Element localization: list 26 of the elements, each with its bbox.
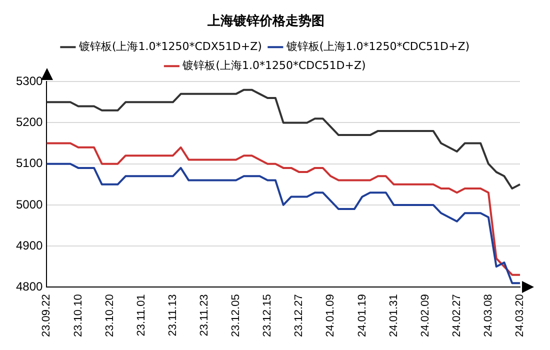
y-tick-label: 4900 <box>16 238 44 252</box>
chart-title: 上海镀锌价格走势图 <box>206 13 324 30</box>
x-tick-label: 24.02.27 <box>450 294 463 338</box>
x-tick-label: 24.03.20 <box>514 294 526 338</box>
x-tick-label: 23.09.22 <box>40 294 53 338</box>
x-tick-label: 24.02.09 <box>419 294 432 338</box>
x-tick-label: 24.01.09 <box>324 294 337 338</box>
x-tick-label: 23.12.05 <box>230 294 242 338</box>
legend-label: 镀锌板(上海1.0*1250*CDC51D+Z) <box>182 58 366 72</box>
y-tick-label: 5000 <box>16 197 44 212</box>
x-tick-label: 23.10.20 <box>104 294 116 338</box>
y-tick-label: 4800 <box>16 279 44 294</box>
x-tick-label: 23.11.13 <box>166 294 179 336</box>
x-tick-label: 23.11.01 <box>135 294 148 336</box>
y-tick-label: 5100 <box>16 156 44 170</box>
x-tick-label: 24.03.08 <box>482 294 494 338</box>
x-tick-label: 23.12.27 <box>293 294 306 338</box>
x-tick-label: 24.01.19 <box>356 294 368 338</box>
x-tick-label: 24.01.31 <box>388 294 400 338</box>
x-tick-label: 23.11.23 <box>198 294 210 336</box>
x-tick-label: 23.12.15 <box>262 294 274 338</box>
y-tick-label: 5200 <box>16 115 44 130</box>
x-tick-label: 23.10.10 <box>72 294 84 338</box>
legend-label: 镀锌板(上海1.0*1250*CDX51D+Z) <box>78 40 262 53</box>
legend-label: 镀锌板(上海1.0*1250*CDC51D+Z) <box>285 40 470 53</box>
y-tick-label: 5300 <box>16 74 44 88</box>
